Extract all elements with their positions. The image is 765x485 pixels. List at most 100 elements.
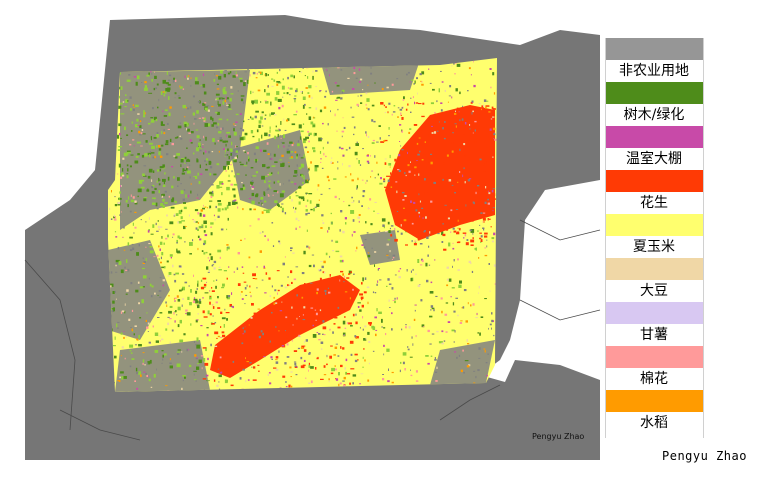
mixed-dot <box>402 199 405 201</box>
mixed-dot <box>215 75 219 77</box>
peanut-dot <box>413 124 418 126</box>
mixed-dot <box>278 106 281 110</box>
mixed-dot <box>302 314 304 316</box>
mixed-dot <box>225 170 227 172</box>
tree-dot <box>250 116 252 119</box>
mixed-dot <box>308 247 310 250</box>
tree-dot <box>240 80 243 83</box>
mixed-dot <box>247 68 249 70</box>
tree-dot <box>195 77 198 81</box>
mixed-dot <box>252 186 255 188</box>
mixed-dot <box>475 191 477 195</box>
mixed-dot <box>452 265 453 268</box>
mixed-dot <box>321 265 324 269</box>
mixed-dot <box>129 143 132 146</box>
mixed-dot <box>413 201 416 204</box>
mixed-dot <box>482 212 486 214</box>
mixed-dot <box>380 177 382 180</box>
mixed-dot <box>212 315 214 317</box>
mixed-dot <box>353 200 355 202</box>
tree-dot <box>448 242 451 247</box>
mixed-dot <box>180 183 182 185</box>
mixed-dot <box>158 290 162 292</box>
tree-dot <box>373 210 375 212</box>
tree-dot <box>338 372 340 376</box>
mixed-dot <box>344 327 347 329</box>
peanut-dot <box>212 306 215 309</box>
mixed-dot <box>252 71 256 75</box>
tree-dot <box>125 99 128 103</box>
peanut-dot <box>412 212 415 215</box>
mixed-dot <box>165 301 167 304</box>
mixed-dot <box>305 193 307 195</box>
tree-dot <box>125 293 128 295</box>
mixed-dot <box>343 201 345 203</box>
mixed-dot <box>150 386 153 388</box>
mixed-dot <box>493 320 494 322</box>
tree-dot <box>274 135 277 140</box>
peanut-dot <box>322 315 324 317</box>
tree-dot <box>377 173 379 176</box>
tree-dot <box>313 207 315 212</box>
peanut-dot <box>438 179 440 183</box>
legend-swatch-7 <box>605 346 703 368</box>
tree-dot <box>123 376 127 379</box>
mixed-dot <box>162 110 164 113</box>
mixed-dot <box>484 350 486 353</box>
mixed-dot <box>158 98 160 102</box>
tree-dot <box>283 92 286 94</box>
mixed-dot <box>195 379 197 382</box>
tree-dot <box>131 358 135 360</box>
tree-dot <box>166 260 169 263</box>
tree-dot <box>243 186 246 190</box>
tree-dot <box>176 136 179 139</box>
mixed-dot <box>322 222 325 224</box>
peanut-dot <box>268 323 272 326</box>
mixed-dot <box>324 95 327 98</box>
legend-label-5: 大豆 <box>605 280 703 302</box>
mixed-dot <box>271 222 274 224</box>
tree-dot <box>174 92 177 95</box>
tree-dot <box>197 283 199 287</box>
peanut-dot <box>252 273 256 277</box>
peanut-dot <box>383 104 385 107</box>
peanut-dot <box>390 172 392 175</box>
tree-dot <box>204 107 208 112</box>
legend-swatch-5 <box>605 258 703 280</box>
peanut-dot <box>402 200 405 203</box>
tree-dot <box>182 375 186 377</box>
mixed-dot <box>155 222 157 226</box>
tree-dot <box>219 181 224 185</box>
mixed-dot <box>370 176 372 178</box>
mixed-dot <box>181 387 183 390</box>
mixed-dot <box>129 365 132 368</box>
mixed-dot <box>271 85 274 87</box>
mixed-dot <box>109 285 112 288</box>
peanut-dot <box>427 145 430 147</box>
peanut-dot <box>334 280 338 282</box>
mixed-dot <box>443 137 446 140</box>
mixed-dot <box>391 371 394 374</box>
tree-dot <box>148 378 151 382</box>
tree-dot <box>214 142 216 145</box>
mixed-dot <box>493 264 496 267</box>
mixed-dot <box>143 261 146 263</box>
mixed-dot <box>221 127 224 130</box>
mixed-dot <box>151 73 153 75</box>
tree-dot <box>142 173 145 177</box>
tree-dot <box>194 209 199 212</box>
mixed-dot <box>273 302 276 305</box>
mixed-dot <box>323 152 325 156</box>
tree-dot <box>352 374 357 377</box>
tree-dot <box>115 259 120 263</box>
mixed-dot <box>171 166 174 168</box>
peanut-dot <box>304 283 306 286</box>
mixed-dot <box>339 279 341 282</box>
tree-dot <box>379 182 383 185</box>
mixed-dot <box>256 72 258 75</box>
mixed-dot <box>383 344 385 347</box>
mixed-dot <box>234 199 237 201</box>
peanut-dot <box>413 214 416 216</box>
tree-dot <box>221 192 223 196</box>
mixed-dot <box>487 353 489 355</box>
